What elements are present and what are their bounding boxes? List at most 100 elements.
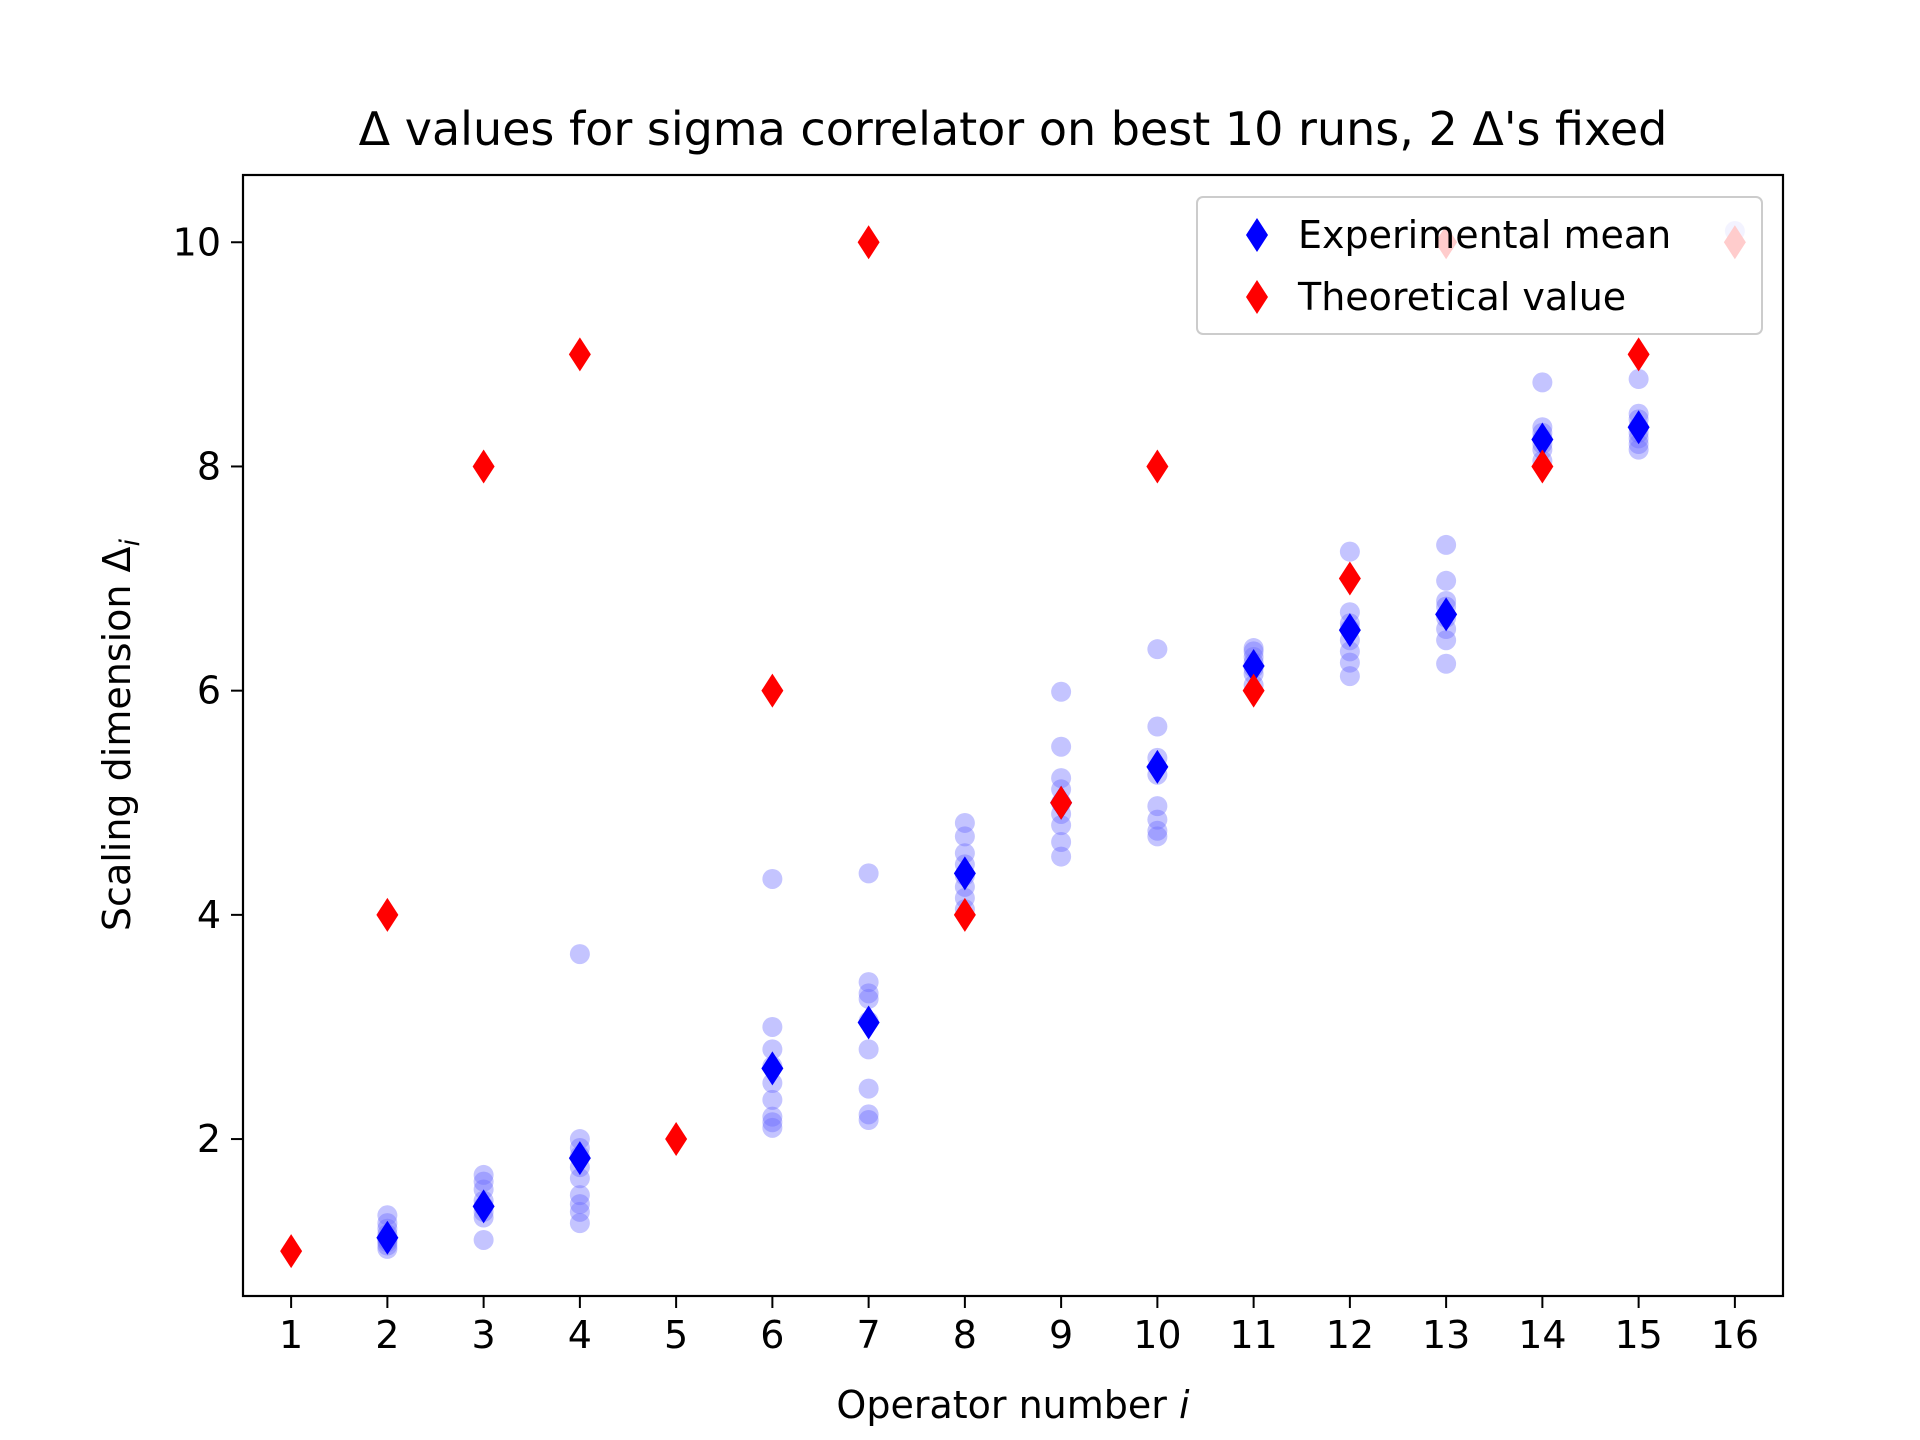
run-point — [1051, 846, 1072, 867]
run-point — [1243, 638, 1264, 659]
run-point — [1147, 809, 1168, 830]
x-tick-label: 7 — [857, 1313, 881, 1357]
experimental-mean-point — [376, 1220, 399, 1255]
run-point — [858, 1104, 879, 1125]
series-layer — [280, 225, 1746, 1269]
run-point — [1051, 736, 1072, 757]
chart-title: Δ values for sigma correlator on best 10… — [359, 102, 1668, 156]
experimental-mean-point — [1627, 410, 1650, 445]
run-point — [1436, 570, 1457, 591]
run-point — [1051, 681, 1072, 702]
x-tick-label: 15 — [1614, 1313, 1662, 1357]
x-tick-label: 16 — [1711, 1313, 1759, 1357]
run-point — [473, 1164, 494, 1185]
experimental-mean-point — [1242, 648, 1265, 683]
x-tick-label: 4 — [568, 1313, 592, 1357]
theoretical-value-point — [665, 1122, 688, 1157]
x-tick-label: 6 — [760, 1313, 784, 1357]
run-point — [569, 1185, 590, 1206]
run-point — [473, 1171, 494, 1192]
run-point — [473, 1229, 494, 1250]
run-point — [1147, 716, 1168, 737]
run-point — [858, 1110, 879, 1131]
y-axis-label-subscript: i — [115, 538, 146, 546]
run-point — [762, 1039, 783, 1060]
run-point — [1339, 641, 1360, 662]
run-point — [569, 1129, 590, 1150]
run-point — [1051, 768, 1072, 789]
theoretical-value-point — [1146, 449, 1169, 484]
x-axis-ticks: 1 2 3 4 5 6 7 8 9 10 11 12 13 14 15 16 — [279, 1296, 1759, 1357]
theoretical-value-point — [953, 897, 976, 932]
theoretical-value-point — [1338, 561, 1361, 596]
run-point — [954, 826, 975, 847]
run-point — [569, 1168, 590, 1189]
theoretical-value-point — [280, 1234, 303, 1269]
y-tick-label: 2 — [197, 1117, 221, 1161]
theoretical-value-point — [376, 897, 399, 932]
run-point — [1436, 534, 1457, 555]
run-point — [858, 988, 879, 1009]
y-tick-label: 8 — [197, 444, 221, 488]
x-tick-label: 8 — [953, 1313, 977, 1357]
run-point — [858, 1078, 879, 1099]
experimental-mean-point — [1146, 749, 1169, 784]
run-point — [1147, 639, 1168, 660]
run-point — [762, 1016, 783, 1037]
run-point — [858, 863, 879, 884]
theoretical-value-point — [761, 673, 784, 708]
run-point — [1628, 369, 1649, 390]
run-point — [762, 1089, 783, 1110]
experimental-mean-point — [1435, 597, 1458, 632]
theoretical-value-point — [472, 449, 495, 484]
run-point — [377, 1205, 398, 1226]
legend-marker-experimental-mean — [1246, 218, 1268, 252]
run-points-layer — [377, 221, 1745, 1259]
experimental-mean-point — [953, 856, 976, 891]
run-point — [858, 972, 879, 993]
experimental-mean-point — [857, 1005, 880, 1040]
experimental-mean-point — [472, 1189, 495, 1224]
legend-marker-theoretical-value — [1246, 280, 1268, 314]
x-tick-label: 3 — [472, 1313, 496, 1357]
theoretical-value-point — [568, 337, 591, 372]
run-point — [1147, 820, 1168, 841]
run-point — [858, 983, 879, 1004]
x-axis-label-text: Operator number — [836, 1383, 1167, 1427]
legend: Experimental mean Theoretical value — [1196, 196, 1763, 335]
x-tick-label: 10 — [1133, 1313, 1181, 1357]
run-point — [954, 843, 975, 864]
theoretical-value-point — [1627, 337, 1650, 372]
x-tick-label: 12 — [1326, 1313, 1374, 1357]
experimental-mean-point — [568, 1141, 591, 1176]
x-tick-label: 11 — [1229, 1313, 1277, 1357]
x-tick-label: 13 — [1422, 1313, 1470, 1357]
run-point — [858, 1039, 879, 1060]
run-point — [569, 1194, 590, 1215]
y-tick-label: 4 — [197, 893, 221, 937]
run-point — [1339, 602, 1360, 623]
run-point — [1436, 630, 1457, 651]
x-tick-label: 14 — [1518, 1313, 1566, 1357]
y-tick-label: 10 — [173, 220, 221, 264]
legend-label-experimental-mean: Experimental mean — [1298, 213, 1671, 257]
theoretical-value-point — [857, 225, 880, 260]
run-point — [762, 1117, 783, 1138]
legend-box — [1196, 196, 1763, 335]
theoretical-value-point — [1050, 785, 1073, 820]
run-point — [1339, 541, 1360, 562]
run-point — [1436, 653, 1457, 674]
legend-label-theoretical-value: Theoretical value — [1297, 275, 1626, 319]
x-tick-label: 9 — [1049, 1313, 1073, 1357]
y-axis-label-text: Scaling dimension Δ — [95, 546, 139, 931]
x-axis-label: Operator number i — [836, 1383, 1190, 1427]
run-point — [1628, 439, 1649, 460]
run-point — [1339, 652, 1360, 673]
run-point — [1051, 831, 1072, 852]
y-tick-label: 6 — [197, 669, 221, 713]
x-tick-label: 2 — [375, 1313, 399, 1357]
y-axis-ticks: 2 4 6 8 10 — [173, 220, 243, 1161]
run-point — [1051, 815, 1072, 836]
run-point — [1532, 372, 1553, 393]
